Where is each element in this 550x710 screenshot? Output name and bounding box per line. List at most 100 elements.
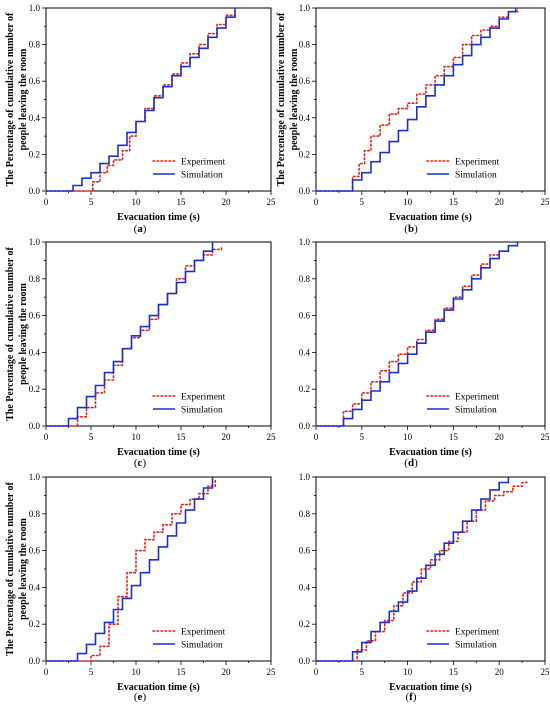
y-tick-label: 0.0 — [299, 656, 311, 666]
x-tick-label: 5 — [360, 667, 365, 677]
chart-panel-e: 0 5 10 15 20 25 0.0 0.2 0.4 0.6 0.8 1.0 Evacuation t… — [5, 472, 276, 703]
legend: Experiment Simulation — [426, 393, 500, 416]
y-axis-title-line1: The Percentage of cumulative number of — [5, 246, 16, 420]
x-tick-label: 20 — [222, 667, 232, 677]
plot-frame — [45, 241, 272, 427]
x-tick-label: 15 — [449, 197, 459, 207]
y-tick-label: 0.8 — [29, 40, 41, 50]
y-axis-title-line2: people leaving the room — [18, 282, 29, 384]
x-tick-label: 25 — [541, 197, 550, 207]
legend-label-simulation: Simulation — [181, 641, 223, 651]
x-tick-label: 5 — [89, 667, 94, 677]
y-tick-label: 0.4 — [29, 582, 41, 592]
legend-label-experiment: Experiment — [455, 393, 500, 403]
panel-label-letter: a — [137, 223, 143, 235]
y-tick-label: 0.0 — [29, 186, 41, 196]
y-tick-label: 0.8 — [299, 274, 311, 284]
x-tick-label: 5 — [89, 197, 94, 207]
y-tick-label: 0.6 — [29, 76, 41, 86]
x-tick-label: 25 — [267, 667, 277, 677]
x-tick-label: 15 — [177, 432, 187, 442]
panel-label: (a) — [134, 223, 147, 235]
panel-label-paren-close: ) — [414, 223, 418, 235]
y-tick-label: 0.0 — [29, 656, 41, 666]
y-tick-label: 1.0 — [29, 3, 41, 13]
y-tick-label: 0.8 — [29, 274, 41, 284]
panel-label: (e) — [134, 691, 147, 703]
legend: Experiment Simulation — [426, 158, 500, 181]
x-tick-label: 10 — [403, 197, 413, 207]
x-tick-label: 15 — [449, 432, 459, 442]
legend-label-experiment: Experiment — [181, 628, 226, 638]
plot-frame — [45, 7, 272, 192]
y-axis-title-line2: people leaving the room — [18, 517, 29, 619]
x-axis-title: Evacuation time (s) — [117, 212, 200, 223]
panel-label-paren-open: ( — [134, 691, 138, 703]
plot-frame — [315, 476, 546, 662]
panel-label: (b) — [404, 223, 418, 235]
y-tick-label: 0.2 — [299, 619, 310, 629]
y-tick-label: 0.6 — [29, 546, 41, 556]
legend-label-experiment: Experiment — [181, 158, 226, 168]
y-tick-label: 0.6 — [299, 546, 311, 556]
y-tick-label: 0.2 — [29, 384, 40, 394]
series-line-simulation — [316, 242, 519, 427]
series-line-simulation — [46, 242, 214, 427]
legend: Experiment Simulation — [152, 628, 226, 651]
legend-label-simulation: Simulation — [181, 406, 223, 416]
y-tick-label: 1.0 — [299, 3, 311, 13]
x-axis-title: Evacuation time (s) — [117, 682, 200, 693]
y-axis-title-line2: people leaving the room — [289, 48, 300, 150]
x-axis-title: Evacuation time (s) — [389, 212, 472, 223]
y-tick-label: 0.4 — [29, 113, 41, 123]
x-tick-label: 5 — [89, 432, 94, 442]
legend-label-simulation: Simulation — [181, 171, 223, 181]
panel-label-paren-close: ) — [413, 691, 417, 703]
y-tick-label: 1.0 — [29, 237, 41, 247]
chart-panel-b: 0 5 10 15 20 25 0.0 0.2 0.4 0.6 0.8 1.0 Evacuation t… — [276, 3, 550, 235]
chart-panel-d: 0 5 10 15 20 25 0.0 0.2 0.4 0.6 0.8 1.0 Evacuation t… — [299, 237, 550, 469]
y-axis-title-line1: The Percentage of cumulative number of — [5, 12, 16, 186]
y-tick-label: 0.8 — [299, 509, 311, 519]
panel-label-paren-close: ) — [142, 691, 146, 703]
panel-label-letter: e — [138, 691, 143, 703]
x-tick-label: 20 — [495, 197, 505, 207]
chart-panel-a: 0 5 10 15 20 25 0.0 0.2 0.4 0.6 0.8 1.0 Evacuation t… — [5, 3, 276, 235]
panel-label-letter: f — [409, 691, 413, 703]
series-line-simulation — [316, 477, 510, 662]
panel-label-letter: c — [138, 457, 143, 469]
legend-label-experiment: Experiment — [455, 628, 500, 638]
panel-label-paren-close: ) — [414, 457, 418, 469]
x-tick-label: 25 — [541, 432, 550, 442]
series-line-simulation — [46, 8, 236, 192]
x-tick-label: 10 — [403, 432, 413, 442]
series-line-simulation — [316, 8, 517, 192]
legend: Experiment Simulation — [152, 393, 226, 416]
x-tick-label: 10 — [132, 197, 142, 207]
y-tick-label: 0.4 — [29, 347, 41, 357]
x-tick-label: 25 — [267, 197, 277, 207]
y-tick-label: 0.6 — [299, 76, 311, 86]
y-axis-title-line1: The Percentage of cumulative number of — [5, 481, 16, 655]
chart-panel-f: 0 5 10 15 20 25 0.0 0.2 0.4 0.6 0.8 1.0 Evacuation t… — [299, 472, 550, 703]
y-tick-label: 1.0 — [299, 237, 311, 247]
x-tick-label: 15 — [177, 667, 187, 677]
panel-label-paren-close: ) — [143, 223, 147, 235]
y-tick-label: 0.0 — [299, 421, 311, 431]
legend-label-simulation: Simulation — [455, 641, 497, 651]
y-tick-label: 0.8 — [299, 40, 311, 50]
x-axis-title: Evacuation time (s) — [389, 682, 472, 693]
y-tick-label: 0.0 — [29, 421, 41, 431]
x-tick-label: 0 — [44, 432, 49, 442]
plot-frame — [315, 7, 546, 192]
x-tick-label: 15 — [177, 197, 187, 207]
panel-label: (c) — [134, 457, 147, 469]
panel-label-paren-open: ( — [404, 457, 408, 469]
panel-label-paren-open: ( — [134, 457, 138, 469]
x-tick-label: 25 — [541, 667, 550, 677]
panel-label-paren-close: ) — [142, 457, 146, 469]
y-tick-label: 0.2 — [299, 384, 310, 394]
series-line-simulation — [46, 477, 214, 662]
panel-label-paren-open: ( — [405, 691, 409, 703]
